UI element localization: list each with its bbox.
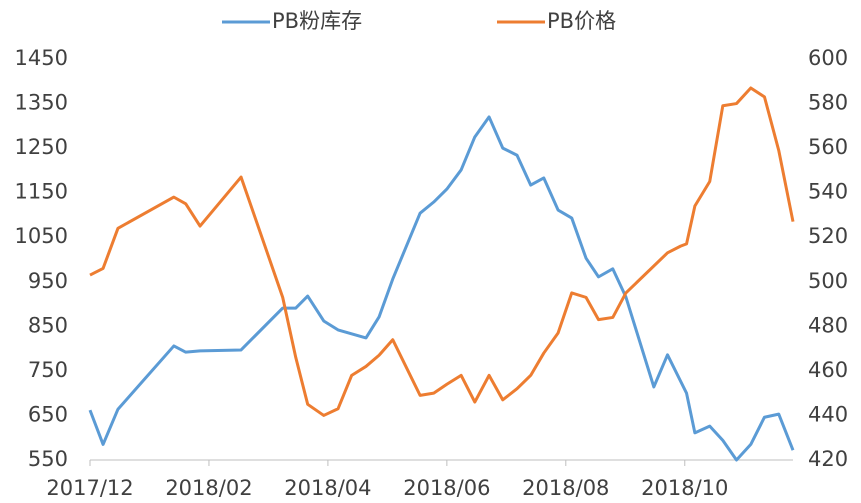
y2-tick-label: 520 (808, 224, 848, 248)
y-tick-label: 550 (28, 447, 68, 471)
series-line (89, 86, 795, 417)
y2-tick-label: 480 (808, 313, 848, 337)
y2-tick-label: 500 (808, 269, 848, 293)
y-tick-label: 1350 (15, 91, 68, 115)
x-tick-label: 2018/08 (522, 476, 609, 500)
x-tick-label: 2017/12 (46, 476, 133, 500)
series-line (88, 115, 795, 462)
y-tick-label: 750 (28, 358, 68, 382)
x-tick-label: 2018/02 (165, 476, 252, 500)
legend-label: PB价格 (547, 9, 616, 33)
y2-tick-label: 460 (808, 358, 848, 382)
y2-tick-label: 420 (808, 447, 848, 471)
y-tick-label: 1150 (15, 180, 68, 204)
x-tick-label: 2018/06 (403, 476, 490, 500)
y-tick-label: 1050 (15, 224, 68, 248)
x-tick-label: 2018/04 (284, 476, 371, 500)
legend-label: PB粉库存 (272, 9, 362, 33)
y-tick-label: 950 (28, 269, 68, 293)
y-tick-label: 1450 (15, 46, 68, 70)
x-tick-label: 2018/10 (641, 476, 728, 500)
y-tick-label: 650 (28, 402, 68, 426)
y-tick-label: 850 (28, 313, 68, 337)
y2-tick-label: 580 (808, 91, 848, 115)
y2-tick-label: 560 (808, 135, 848, 159)
y2-tick-label: 600 (808, 46, 848, 70)
y-tick-label: 1250 (15, 135, 68, 159)
y2-tick-label: 540 (808, 180, 848, 204)
y2-tick-label: 440 (808, 402, 848, 426)
